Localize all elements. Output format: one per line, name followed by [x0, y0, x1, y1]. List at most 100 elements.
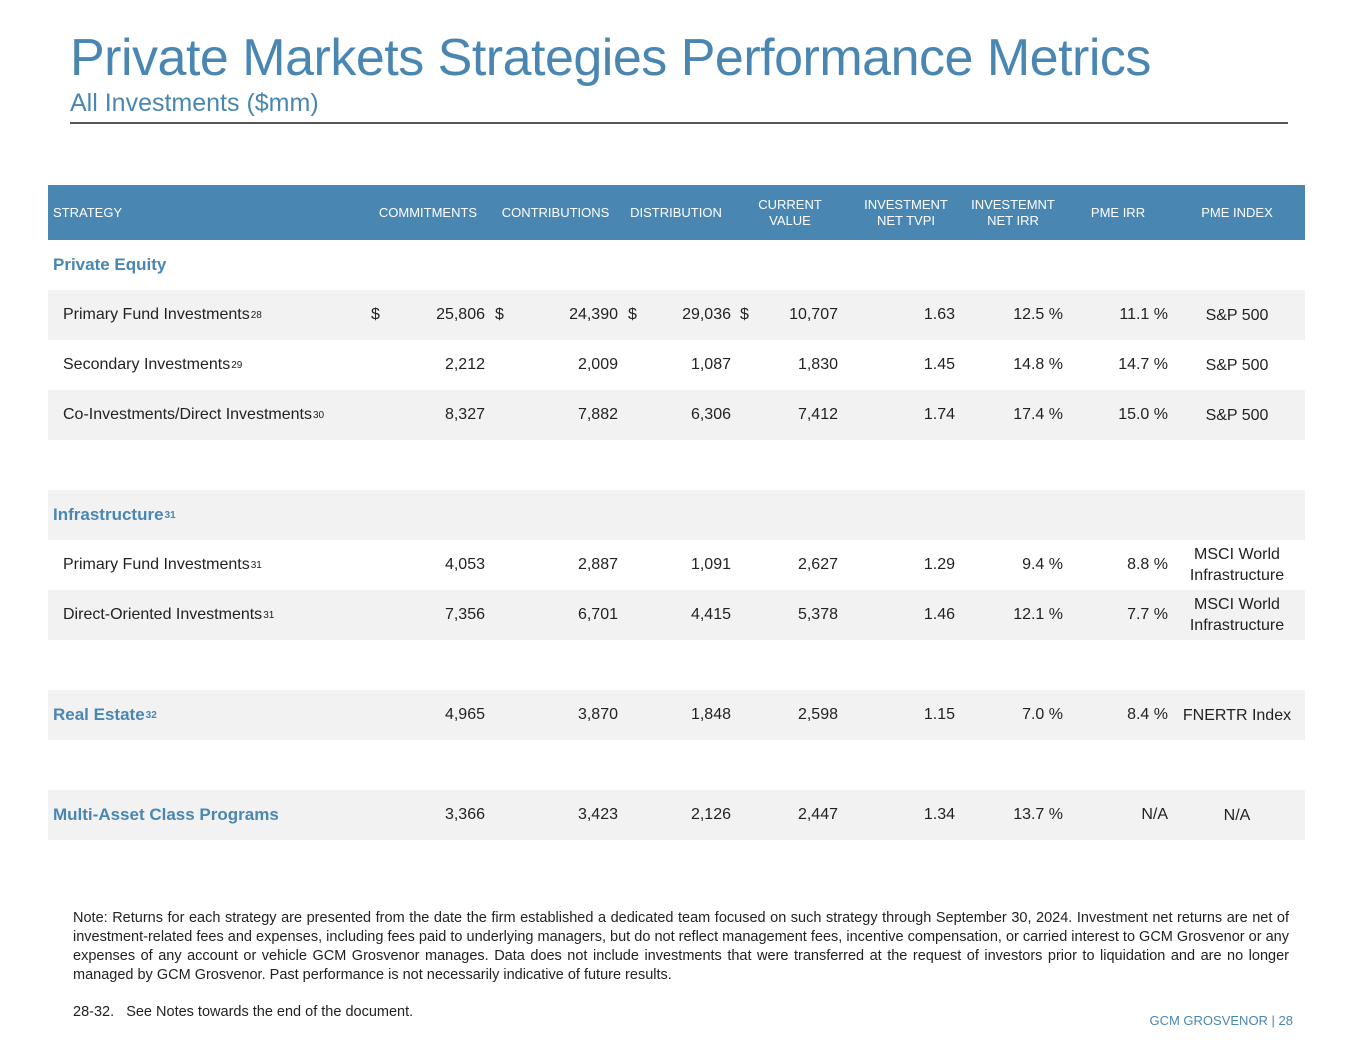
table-cell: 7,356	[444, 606, 485, 623]
column-header: CURRENT VALUE	[758, 196, 822, 228]
table-cell: S&P 500	[1205, 356, 1269, 374]
table-row: Primary Fund Investments 28 $ $ $ $25,806 24,3…	[48, 290, 1305, 340]
column-header: CONTRIBUTIONS	[501, 204, 610, 220]
column-header: PME IRR	[1090, 204, 1146, 220]
strategy-name: Direct-Oriented Investments	[63, 606, 263, 623]
strategy-label: Multi-Asset Class Programs	[53, 790, 279, 840]
table-cell: 1.15	[923, 706, 955, 723]
table-cell: 7.0 %	[1022, 706, 1063, 723]
currency-symbol: $	[371, 306, 380, 323]
table-cell: S&P 500	[1205, 406, 1269, 424]
footnote-marker: 30	[312, 409, 325, 421]
table-cell: 2,887	[577, 556, 618, 573]
strategy-label: Primary Fund Investments 28	[63, 290, 262, 340]
table-cell: 2,447	[797, 806, 838, 823]
strategy-label: Private Equity	[53, 240, 166, 290]
table-header: STRATEGY COMMITMENTS CONTRIBUTIONS DISTRIBU…	[48, 185, 1305, 240]
table-row: Secondary Investments 29 2,212 2,009 1,087 1,…	[48, 340, 1305, 390]
table-cell: 1.29	[923, 556, 955, 573]
footnote-marker: 31	[263, 609, 275, 621]
table-cell: 12.1 %	[1013, 606, 1063, 623]
column-header: INVESTEMNT NET IRR	[971, 196, 1055, 228]
table-row: Direct-Oriented Investments 31 7,356 6,701 4…	[48, 590, 1305, 640]
section-row: Infrastructure 31	[48, 490, 1305, 540]
section-row: Real Estate 32 4,965 3,870 1,848 2,598 1.15 7.0…	[48, 690, 1305, 740]
table-cell: 11.1 %	[1119, 306, 1168, 323]
table-cell: N/A	[1141, 806, 1168, 823]
strategy-name: Co-Investments/Direct Investments	[63, 406, 312, 423]
table-cell: 2,009	[577, 356, 618, 373]
table-cell: 1.74	[923, 406, 955, 423]
strategy-name: Private Equity	[53, 255, 167, 274]
table-cell: 1.63	[923, 306, 955, 323]
table-cell: 1,091	[690, 556, 731, 573]
table-cell: 2,212	[444, 356, 485, 373]
table-cell: 7,882	[577, 406, 618, 423]
strategy-name: Primary Fund Investments	[63, 556, 250, 573]
table-cell: 4,965	[444, 706, 485, 723]
table-cell: 25,806	[436, 306, 485, 323]
strategy-label: Direct-Oriented Investments 31	[63, 590, 274, 640]
table-cell: 2,126	[690, 806, 731, 823]
page-footer: GCM GROSVENOR | 28	[1149, 1013, 1293, 1028]
table-cell: 1,830	[797, 356, 838, 373]
table-cell: 1.34	[923, 806, 955, 823]
column-header: COMMITMENTS	[378, 204, 478, 220]
table-cell: 29,036	[682, 306, 731, 323]
table-cell: 6,701	[577, 606, 618, 623]
section-row: Multi-Asset Class Programs 3,366 3,423 2,12…	[48, 790, 1305, 840]
strategy-label: Primary Fund Investments 31	[63, 540, 262, 590]
strategy-name: Primary Fund Investments	[63, 306, 250, 323]
table-cell: 1.46	[923, 606, 955, 623]
footnote-marker: 32	[145, 709, 157, 721]
table-cell: 3,366	[444, 806, 485, 823]
table-cell: 12.5 %	[1013, 306, 1063, 323]
strategy-label: Secondary Investments 29	[63, 340, 242, 390]
table-cell: 9.4 %	[1022, 556, 1063, 573]
table-body: Private Equity Primary Fund Investments 28…	[48, 240, 1305, 840]
column-header: STRATEGY	[53, 204, 123, 220]
currency-symbol: $	[495, 306, 504, 323]
table-cell: 10,707	[789, 306, 838, 323]
strategy-name: Real Estate	[53, 705, 145, 724]
page-subtitle: All Investments ($mm)	[70, 89, 319, 117]
title-divider	[70, 122, 1288, 124]
table-cell: 14.8 %	[1013, 356, 1063, 373]
page-title: Private Markets Strategies Performance M…	[70, 29, 1151, 87]
table-cell: N/A	[1223, 806, 1251, 824]
table-cell: MSCI World Infrastructure	[1189, 546, 1285, 584]
footnote-marker: 28	[250, 309, 262, 321]
currency-symbol: $	[740, 306, 749, 323]
strategy-label: Real Estate 32	[53, 690, 157, 740]
column-header: PME INDEX	[1201, 204, 1273, 220]
table-cell: 3,423	[577, 806, 618, 823]
table-cell: 8,327	[444, 406, 485, 423]
table-cell: 14.7 %	[1118, 356, 1168, 373]
strategy-label: Co-Investments/Direct Investments 30	[63, 390, 324, 440]
table-row: Co-Investments/Direct Investments 30 8,327…	[48, 390, 1305, 440]
footnote-marker: 31	[250, 559, 262, 571]
table-cell: 4,053	[444, 556, 485, 573]
table-cell: 7,412	[797, 406, 838, 423]
table-cell: 6,306	[690, 406, 731, 423]
table-cell: 3,870	[577, 706, 618, 723]
table-cell: 1,848	[690, 706, 731, 723]
section-row: Private Equity	[48, 240, 1305, 290]
table-cell: 4,415	[690, 606, 731, 623]
table-cell: S&P 500	[1205, 306, 1269, 324]
footnote-reference: 28-32. See Notes towards the end of the …	[73, 1004, 414, 1020]
strategy-label: Infrastructure 31	[53, 490, 176, 540]
strategy-name: Multi-Asset Class Programs	[53, 805, 279, 824]
table-cell: 7.7 %	[1127, 606, 1168, 623]
footnote-marker: 31	[164, 509, 176, 521]
table-cell: 1,087	[690, 356, 731, 373]
strategy-name: Secondary Investments	[63, 356, 231, 373]
table-row: Primary Fund Investments 31 4,053 2,887 1,09…	[48, 540, 1305, 590]
table-cell: 8.8 %	[1127, 556, 1168, 573]
currency-symbol: $	[628, 306, 637, 323]
table-cell: 24,390	[569, 306, 618, 323]
table-cell: MSCI World Infrastructure	[1189, 596, 1285, 634]
performance-table: STRATEGY COMMITMENTS CONTRIBUTIONS DISTRIBU…	[48, 185, 1305, 840]
spacer-row	[48, 440, 1305, 490]
column-header: DISTRIBUTION	[630, 204, 722, 220]
